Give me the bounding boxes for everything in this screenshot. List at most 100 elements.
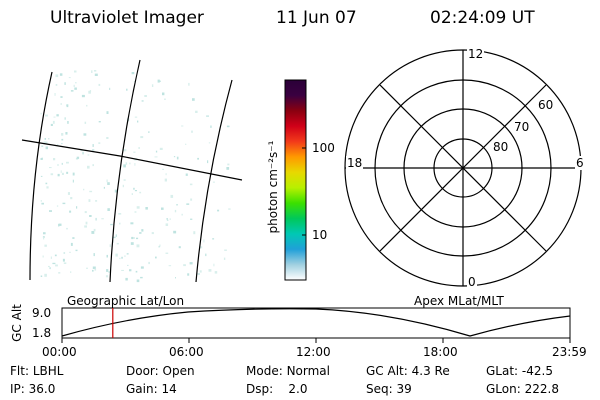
x-tick-label-2359: 23:59 [552,345,587,359]
emission-speckle [88,199,91,202]
emission-speckle [91,231,95,234]
emission-speckle [70,197,73,200]
emission-speckle [98,142,101,144]
status-dsp-value: 2.0 [288,382,308,396]
status-gain: Gain: 14 [126,382,177,396]
polar-diagonal-1 [379,84,547,252]
emission-speckle [138,147,140,149]
emission-speckle [93,253,95,257]
status-dsp: Dsp: 2.0 [246,382,308,396]
emission-speckle [92,144,94,147]
emission-speckle [199,246,203,249]
status-seq-label: Seq: [366,382,393,396]
emission-speckle [121,269,124,271]
emission-speckle [93,70,97,72]
emission-speckle [190,218,193,220]
emission-speckle [56,205,59,207]
emission-speckle [178,246,181,249]
emission-speckle [66,161,69,164]
timeline-y-tick-9: 9.0 [32,306,52,320]
emission-speckle [141,100,144,102]
emission-speckle [46,186,49,189]
status-filter-label: Flt: [10,364,29,378]
emission-speckle [45,146,48,150]
emission-speckle [181,125,184,127]
emission-speckle [40,200,42,202]
emission-speckle [87,154,90,156]
emission-speckle [207,160,209,164]
emission-speckle [48,265,50,268]
emission-speckle [57,144,59,146]
emission-speckle [123,164,126,168]
altitude-curve [61,308,571,337]
emission-speckle [44,138,46,140]
emission-speckle [40,158,43,160]
emission-speckle [155,256,157,259]
emission-speckle [98,121,101,123]
emission-speckle [206,115,209,117]
timeline-right-label: Apex MLat/MLT [414,294,504,308]
timeline-y-tick-1-8: 1.8 [32,326,52,340]
emission-speckle [45,141,48,145]
emission-speckle [101,218,104,220]
emission-speckle [92,269,94,272]
emission-speckle [189,262,193,265]
emission-speckle [187,273,190,276]
emission-speckle [81,94,85,98]
emission-speckle [86,267,88,269]
emission-speckle [137,120,139,123]
status-glat: GLat: -42.5 [486,364,553,378]
emission-speckle [54,93,56,96]
emission-speckle [119,257,121,260]
emission-speckle [136,244,140,248]
emission-speckle [125,277,128,281]
lat-label-70: 70 [513,120,531,134]
emission-speckle [92,164,94,167]
emission-speckle [83,133,87,136]
emission-speckle [133,151,136,153]
emission-speckle [159,80,161,82]
emission-speckle [112,240,114,243]
emission-speckle [115,253,118,257]
emission-speckle [226,167,230,170]
emission-speckle [176,156,179,160]
emission-speckle [115,234,117,237]
emission-speckle [148,261,150,265]
emission-speckle [63,252,66,254]
emission-speckle [164,178,167,182]
timeline-axis-title: GC Alt [10,304,24,342]
colorbar-tick-label-10: 10 [312,228,328,242]
emission-speckle [131,236,134,240]
emission-speckle [68,77,71,79]
emission-speckle [139,191,142,194]
mlt-label-0: 0 [467,275,477,289]
mlt-label-12: 12 [467,47,485,61]
emission-speckle [189,183,193,186]
emission-speckle [126,253,129,255]
emission-speckle [213,263,215,267]
emission-speckle [73,84,75,87]
polar-ring-80 [433,138,493,198]
emission-speckle [87,165,90,169]
lat-label-60: 60 [537,98,555,112]
x-tick-label-0000: 00:00 [42,345,77,359]
emission-speckle [89,215,92,217]
emission-speckle [161,207,164,210]
emission-speckle [134,211,137,213]
emission-speckle [175,277,176,279]
colorbar-gradient [284,79,307,281]
emission-speckle [133,237,135,239]
emission-speckle [133,187,135,190]
emission-speckle [61,143,63,145]
polar-ring-outer [344,49,582,287]
emission-speckle [168,265,172,267]
emission-speckle [70,90,74,92]
colorbar-tick-label-100: 100 [312,141,335,155]
emission-speckle [58,223,62,226]
emission-speckle [141,229,144,232]
emission-speckle [48,138,50,140]
emission-speckle [60,96,63,98]
emission-speckle [134,116,138,118]
polar-ring-70 [403,108,523,228]
